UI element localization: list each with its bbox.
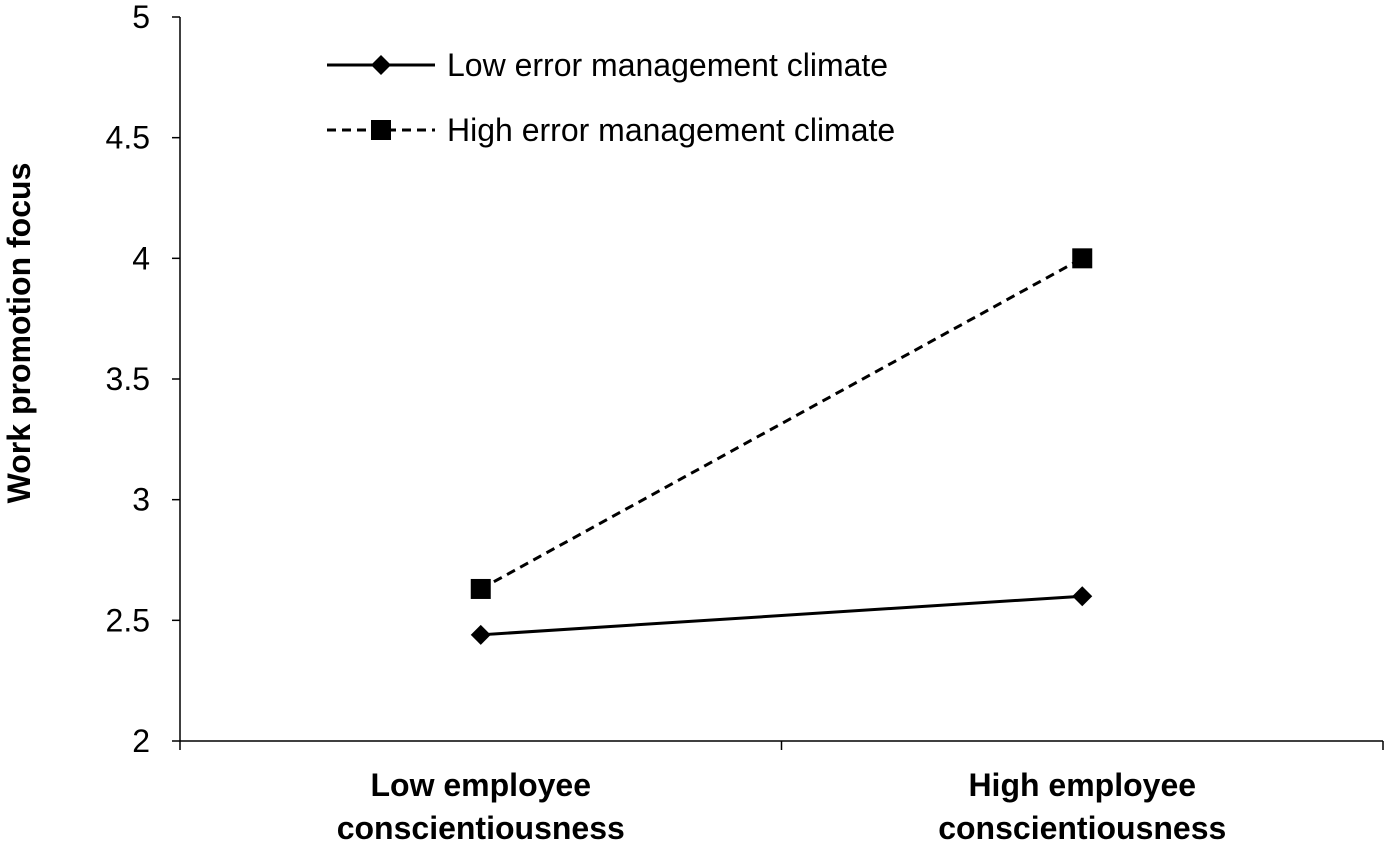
legend-marker — [371, 120, 391, 140]
y-tick-label: 2 — [132, 723, 150, 759]
y-tick-label: 3.5 — [106, 361, 150, 397]
legend-item: High error management climate — [327, 112, 895, 148]
y-axis-title: Work promotion focus — [1, 163, 37, 504]
y-tick-label: 5 — [132, 0, 150, 35]
legend: Low error management climate High error m… — [327, 47, 895, 148]
y-tick-label: 4.5 — [106, 120, 150, 156]
x-tick-label: High employee — [968, 767, 1196, 803]
series-line — [480, 594, 1083, 637]
y-axis: 2 2.5 3 3.5 4 4.5 5 — [106, 0, 181, 759]
data-point — [470, 578, 491, 599]
x-tick-label: Low employee — [371, 767, 592, 803]
x-axis: Low employee conscientiousness High employ… — [179, 740, 1384, 843]
series-layer — [470, 248, 1093, 645]
legend-label: High error management climate — [447, 112, 895, 148]
series-line — [480, 257, 1083, 591]
x-tick-label: conscientiousness — [337, 810, 625, 843]
legend-label: Low error management climate — [447, 47, 888, 83]
data-point — [470, 624, 491, 645]
data-point — [1072, 586, 1093, 607]
legend-marker — [371, 55, 391, 75]
series-1 — [470, 586, 1093, 645]
y-tick-label: 3 — [132, 482, 150, 518]
x-tick-label: conscientiousness — [938, 810, 1226, 843]
y-tick-label: 4 — [132, 240, 150, 276]
y-tick-label: 2.5 — [106, 602, 150, 638]
legend-item: Low error management climate — [327, 47, 888, 83]
series-2 — [470, 248, 1093, 599]
data-point — [1072, 248, 1093, 269]
